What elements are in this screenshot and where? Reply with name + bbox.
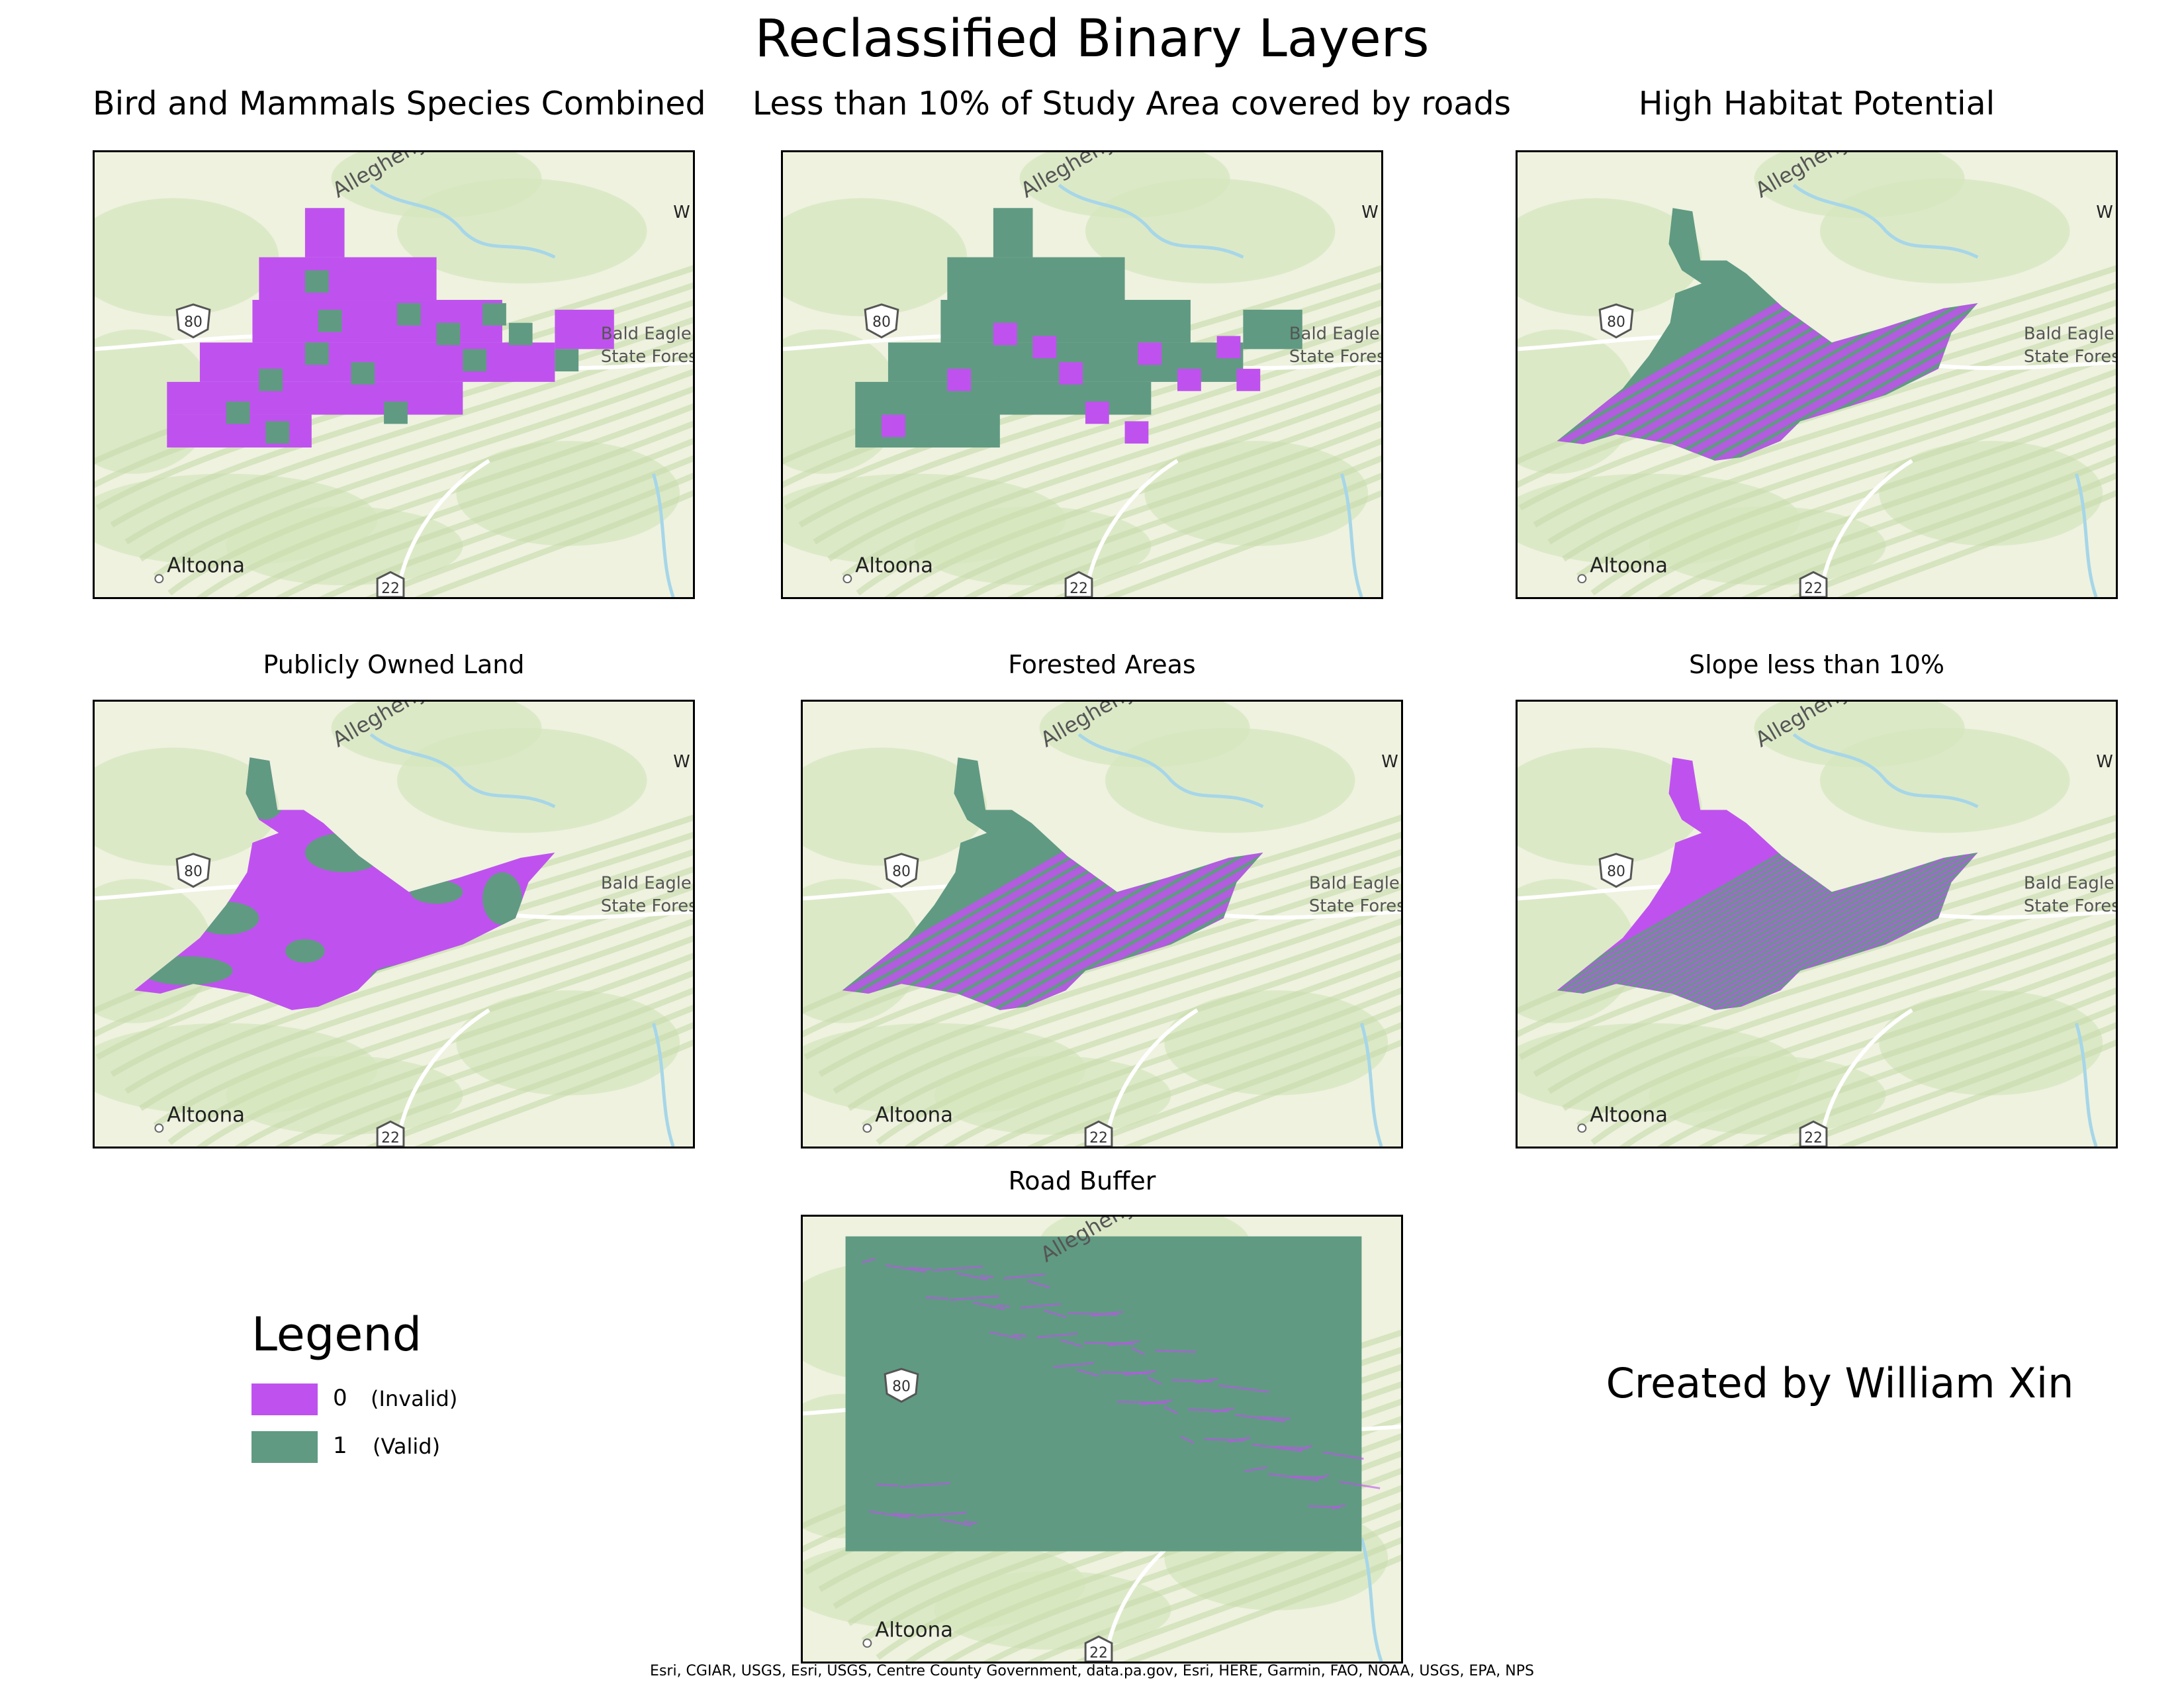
svg-text:80: 80 [184, 314, 203, 331]
svg-text:W: W [1381, 752, 1398, 772]
map-panel-public[interactable]: Altoona Allegheny 80 22 Bald Eagle State Fore… [93, 700, 695, 1149]
legend-desc-invalid: (Invalid) [371, 1386, 458, 1411]
svg-text:80: 80 [184, 864, 203, 880]
map-panel-forest[interactable]: Altoona Allegheny 80 22 Bald Eagle State Fore… [801, 700, 1403, 1149]
svg-text:W: W [1361, 203, 1379, 222]
panel-title-roads: Less than 10% of Study Area covered by r… [752, 85, 1512, 122]
legend-swatch-valid [251, 1431, 318, 1463]
legend-desc-valid: (Valid) [373, 1434, 441, 1459]
svg-text:W: W [2096, 203, 2113, 222]
map-panel-habitat[interactable]: Altoona Allegheny 80 22 Bald Eagle State Fore… [1516, 150, 2118, 599]
map-panel-species[interactable]: Altoona Allegheny 80 22 Bald Eagle State Fore… [93, 150, 695, 599]
svg-text:Altoona: Altoona [167, 553, 245, 577]
svg-text:80: 80 [892, 864, 911, 880]
legend-swatch-invalid [251, 1383, 318, 1415]
page-title: Reclassified Binary Layers [754, 9, 1430, 69]
svg-text:22: 22 [1089, 1130, 1108, 1147]
panel-title-roadbuffer: Road Buffer [1008, 1166, 1156, 1196]
svg-text:Bald Eagle: Bald Eagle [601, 324, 692, 344]
svg-text:State Forest: State Forest [601, 896, 693, 916]
map-panel-slope[interactable]: Altoona Allegheny 80 22 Bald Eagle State Fore… [1516, 700, 2118, 1149]
map-panel-roadbuffer[interactable]: Altoona Allegheny 80 22 [801, 1215, 1403, 1664]
svg-text:Altoona: Altoona [1590, 1103, 1668, 1127]
svg-text:Altoona: Altoona [855, 553, 933, 577]
attribution-text: Esri, CGIAR, USGS, Esri, USGS, Centre Co… [650, 1663, 1534, 1679]
svg-text:22: 22 [1804, 1130, 1823, 1147]
svg-text:W: W [2096, 752, 2113, 772]
legend-title: Legend [251, 1307, 422, 1362]
svg-text:State Forest: State Forest [2024, 347, 2116, 367]
svg-text:Altoona: Altoona [875, 1618, 953, 1642]
svg-text:80: 80 [1607, 864, 1625, 880]
legend-value-invalid: 0 [333, 1385, 347, 1411]
svg-text:State Forest: State Forest [1309, 896, 1401, 916]
legend-value-valid: 1 [333, 1432, 347, 1459]
svg-text:80: 80 [1607, 314, 1625, 331]
panel-title-slope: Slope less than 10% [1688, 650, 1944, 679]
panel-title-public: Publicly Owned Land [263, 650, 525, 679]
map-panel-roads[interactable]: Altoona Allegheny 80 22 Bald Eagle State Fore… [781, 150, 1383, 599]
svg-text:Bald Eagle: Bald Eagle [1309, 874, 1400, 894]
author-credit: Created by William Xin [1606, 1359, 2074, 1407]
panel-title-habitat: High Habitat Potential [1638, 85, 1995, 122]
panel-title-species: Bird and Mammals Species Combined [93, 85, 706, 122]
svg-text:State Forest: State Forest [1289, 347, 1381, 367]
svg-text:Bald Eagle: Bald Eagle [2024, 874, 2115, 894]
panel-title-forest: Forested Areas [1008, 650, 1196, 679]
svg-text:22: 22 [1089, 1645, 1108, 1662]
svg-text:Altoona: Altoona [1590, 553, 1668, 577]
svg-text:22: 22 [1804, 581, 1823, 597]
svg-text:Bald Eagle: Bald Eagle [601, 874, 692, 894]
svg-text:22: 22 [381, 581, 400, 597]
svg-text:22: 22 [381, 1130, 400, 1147]
svg-text:W: W [673, 203, 690, 222]
svg-text:State Forest: State Forest [2024, 896, 2116, 916]
svg-text:Altoona: Altoona [875, 1103, 953, 1127]
svg-text:W: W [673, 752, 690, 772]
svg-text:80: 80 [892, 1379, 911, 1395]
svg-text:Bald Eagle: Bald Eagle [2024, 324, 2115, 344]
svg-text:State Forest: State Forest [601, 347, 693, 367]
svg-text:Bald Eagle: Bald Eagle [1289, 324, 1380, 344]
svg-text:Altoona: Altoona [167, 1103, 245, 1127]
svg-text:80: 80 [872, 314, 891, 331]
svg-text:22: 22 [1069, 581, 1088, 597]
